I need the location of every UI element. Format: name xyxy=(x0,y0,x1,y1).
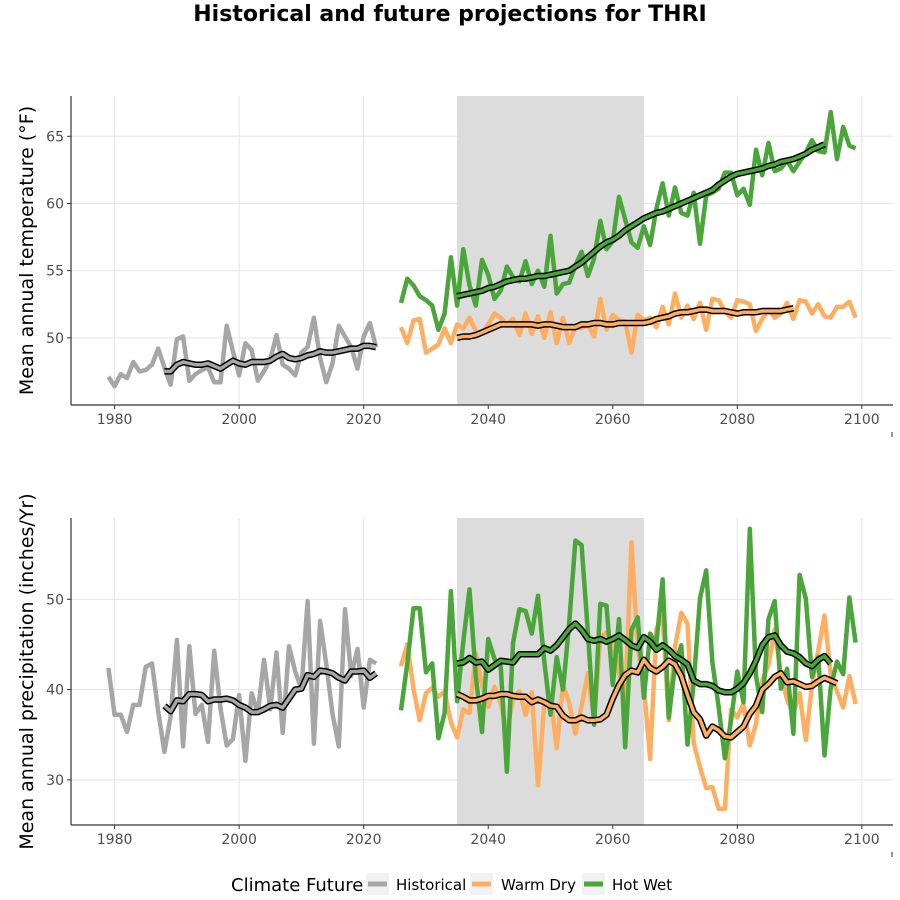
x-tick-label: 2060 xyxy=(595,412,631,428)
temperature-y-axis-label: Mean annual temperature (°F) xyxy=(16,106,38,395)
x-tick-label: 2060 xyxy=(595,832,631,848)
series-line-historical xyxy=(106,315,379,389)
x-tick-label: 2000 xyxy=(221,412,257,428)
y-tick-label: 50 xyxy=(46,592,64,608)
x-tick-label: 1980 xyxy=(97,832,133,848)
smoothed-line-warm-dry xyxy=(456,658,838,740)
temperature-tick-labels: 1980 2000 2020 2040 2060 2080 2100 50 55 60 65 xyxy=(46,129,880,428)
x-tick-label: 2000 xyxy=(221,832,257,848)
x-tick-label: 2040 xyxy=(470,412,506,428)
temperature-series xyxy=(106,109,858,389)
chart-title: Historical and future projections for TH… xyxy=(193,2,706,27)
series-line-historical xyxy=(106,598,378,764)
precipitation-y-axis-label: Mean annual precipitation (inches/Yr) xyxy=(16,493,38,849)
smoothed-line-historical xyxy=(163,668,378,714)
legend-title: Climate Future xyxy=(231,875,363,896)
y-tick-label: 60 xyxy=(46,196,64,212)
smoothed-line-hot-wet xyxy=(456,142,826,298)
legend-label-hot-wet: Hot Wet xyxy=(612,876,672,894)
x-tick-label: 2080 xyxy=(719,832,755,848)
legend-label-historical: Historical xyxy=(396,876,466,894)
x-tick-label: 2020 xyxy=(346,412,382,428)
precipitation-tick-labels: 1980 2000 2020 2040 2060 2080 2100 30 40 50 xyxy=(46,592,880,848)
y-tick-label: 55 xyxy=(46,264,64,280)
smoothed-line-warm-dry xyxy=(456,306,794,340)
y-tick-label: 65 xyxy=(46,129,64,145)
y-tick-label: 50 xyxy=(46,331,64,347)
y-tick-label: 40 xyxy=(46,683,64,699)
smoothed-line-historical xyxy=(164,344,377,374)
legend-label-warm-dry: Warm Dry xyxy=(501,876,576,894)
legend: Climate Future Historical Warm Dry Hot W… xyxy=(231,873,672,896)
y-tick-label: 30 xyxy=(46,773,64,789)
x-tick-label: 2080 xyxy=(719,412,755,428)
x-tick-label: 2100 xyxy=(844,832,880,848)
x-tick-label: 2040 xyxy=(470,832,506,848)
panel-temperature: 1980 2000 2020 2040 2060 2080 2100 50 55 60 65 Mea… xyxy=(16,96,893,437)
x-tick-label: 2020 xyxy=(346,832,382,848)
temperature-axes xyxy=(67,96,893,437)
smoothed-line-hot-wet xyxy=(456,621,833,695)
x-tick-label: 1980 xyxy=(97,412,133,428)
precipitation-axes xyxy=(67,518,893,857)
panel-precipitation: 1980 2000 2020 2040 2060 2080 2100 30 40 50 Mean … xyxy=(16,493,893,857)
x-tick-label: 2100 xyxy=(844,412,880,428)
precipitation-series xyxy=(106,526,858,811)
